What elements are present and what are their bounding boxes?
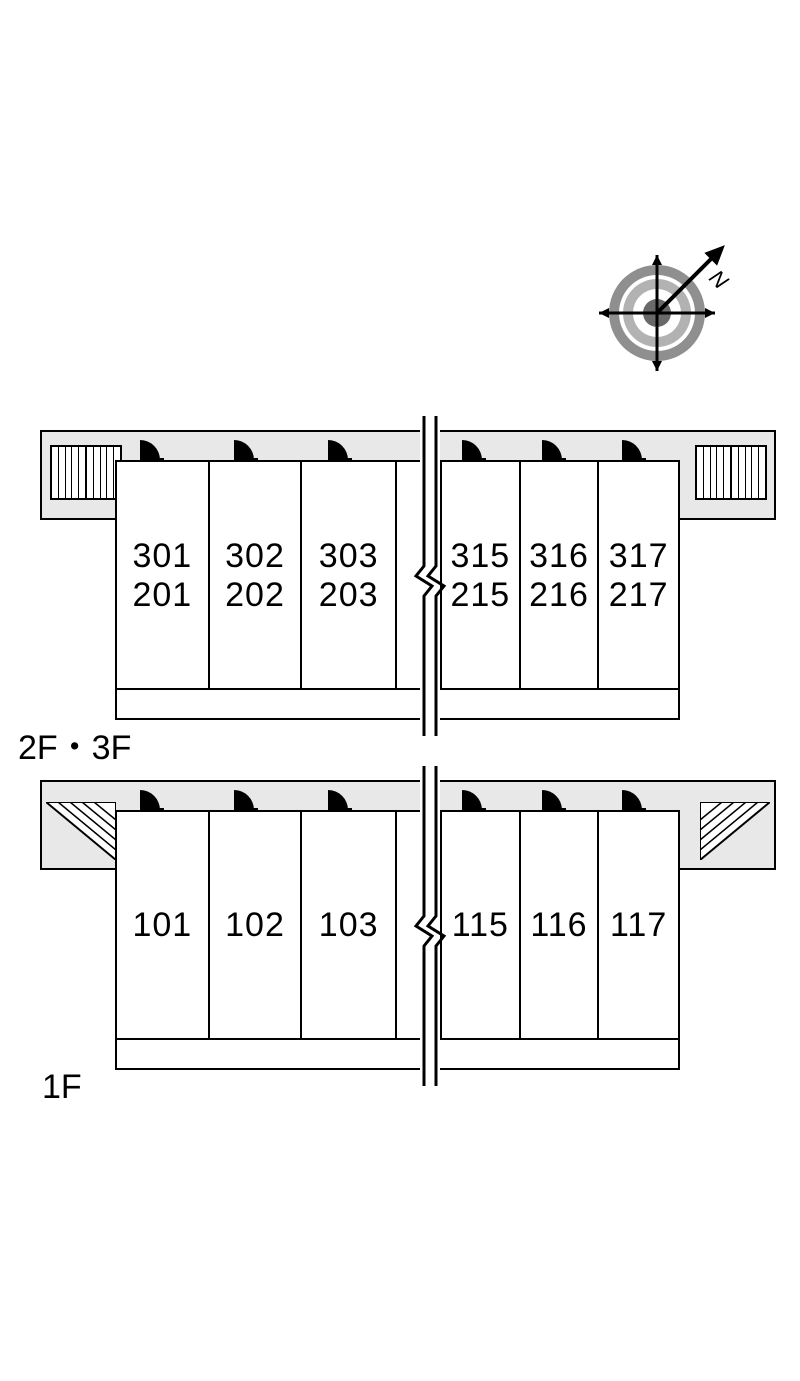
compass-n-label: N [704, 265, 732, 294]
units-right-upper: 315 215 316 216 317 217 [440, 460, 680, 692]
stair-left-upper [50, 445, 122, 500]
door-icon [542, 436, 570, 464]
plan-2f-3f: 301 201 302 202 303 203 315 215 316 216 [40, 430, 776, 730]
unit-number: 315 [450, 537, 510, 576]
balcony-lower [115, 1040, 680, 1070]
balcony-upper [115, 690, 680, 720]
unit-number: 203 [319, 576, 379, 615]
unit-number: 301 [132, 537, 192, 576]
unit-number: 215 [450, 576, 510, 615]
door-icon [462, 436, 490, 464]
unit-number: 216 [529, 576, 589, 615]
plan-1f: 101 102 103 115 116 117 [40, 780, 776, 1080]
door-icon [140, 786, 168, 814]
door-icon [328, 436, 356, 464]
door-icon [622, 436, 650, 464]
door-icon [234, 786, 262, 814]
floorplan-canvas: N [0, 0, 800, 1381]
door-icon [622, 786, 650, 814]
unit-number: 303 [319, 537, 379, 576]
door-icon [328, 786, 356, 814]
break-line-icon [412, 416, 448, 736]
compass-icon: N [582, 238, 732, 388]
unit-number: 217 [609, 576, 669, 615]
door-icon [234, 436, 262, 464]
unit-number: 317 [609, 537, 669, 576]
unit-number: 116 [530, 906, 587, 945]
break-line-icon [412, 766, 448, 1086]
stair-left-lower [46, 802, 116, 860]
unit-number: 316 [529, 537, 589, 576]
floor-label-2f3f: 2F・3F [18, 720, 131, 769]
floor-label-1f: 1F [42, 1068, 82, 1107]
unit-number: 103 [319, 906, 379, 945]
door-icon [542, 786, 570, 814]
unit-number: 202 [225, 576, 285, 615]
unit-number: 115 [452, 906, 509, 945]
stair-right-upper [695, 445, 767, 500]
unit-number: 117 [610, 906, 667, 945]
unit-number: 201 [132, 576, 192, 615]
units-left-upper: 301 201 302 202 303 203 [115, 460, 397, 692]
units-right-lower: 115 116 117 [440, 810, 680, 1042]
stair-right-lower [700, 802, 770, 860]
unit-number: 101 [132, 906, 192, 945]
door-icon [140, 436, 168, 464]
unit-number: 302 [225, 537, 285, 576]
door-icon [462, 786, 490, 814]
units-left-lower: 101 102 103 [115, 810, 397, 1042]
unit-number: 102 [225, 906, 285, 945]
